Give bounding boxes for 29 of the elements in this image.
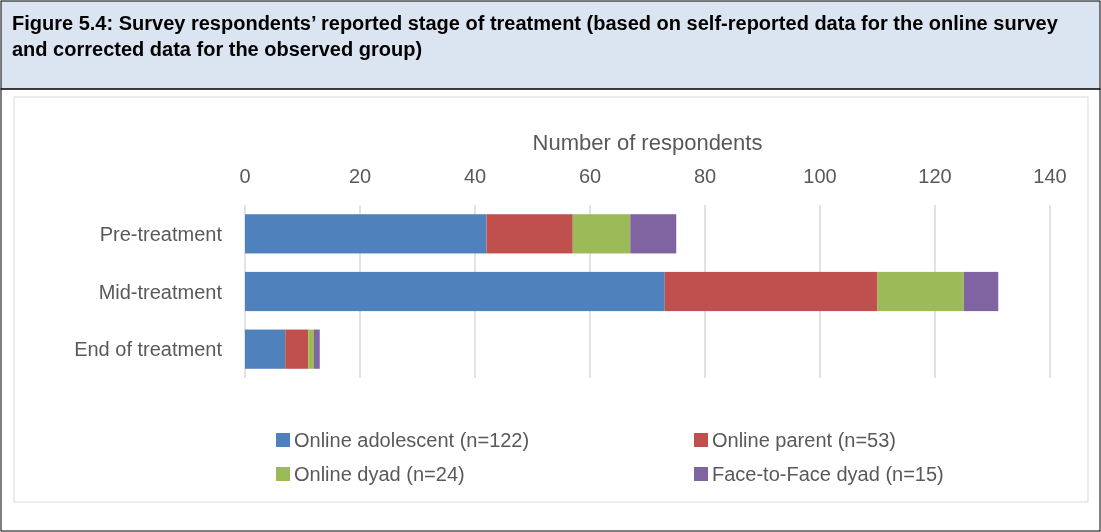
legend-label: Online dyad (n=24) [294,463,465,485]
bar [314,329,320,369]
bar [285,329,309,369]
x-tick-label: 60 [578,165,602,187]
legend-label: Online parent (n=53) [712,429,897,451]
x-tick-label: 0 [239,165,251,187]
x-tick-label: 100 [803,165,837,187]
x-tick-label: 40 [463,165,487,187]
y-tick-label: End of treatment [74,338,223,361]
bar [245,271,665,312]
x-tick-label: 20 [348,165,372,187]
bar [572,214,631,254]
bar [486,214,573,254]
y-tick-label: Pre-treatment [99,222,223,245]
legend-label: Online adolescent (n=122) [294,429,530,451]
legend-label: Face-to-Face dyad (n=15) [712,463,944,485]
x-axis-title: Number of respondents [532,130,763,155]
bar [877,271,964,312]
bar [245,214,487,254]
bar [630,214,677,254]
y-tick-label: Mid-treatment [98,280,223,303]
chart-title: Figure 5.4: Survey respondents’ reported stage of treatment (based on self-reported data for the online survey and corrected data for the observed group) [12,12,1059,60]
bar [308,329,314,369]
bar [963,271,999,312]
x-tick-label: 120 [918,165,952,187]
x-tick-label: 80 [693,165,717,187]
x-tick-label: 140 [1033,165,1067,187]
bar [664,271,878,312]
bar [245,329,286,369]
